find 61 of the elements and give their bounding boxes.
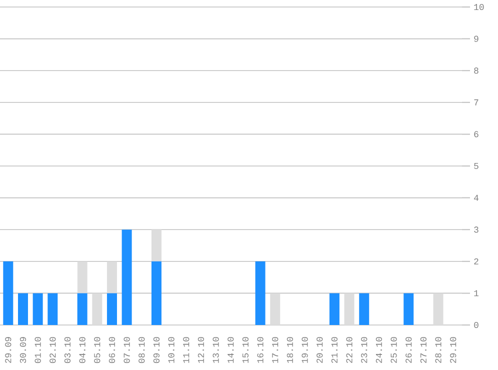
x-tick-label: 12.10 (198, 337, 204, 363)
bar (18, 293, 28, 325)
x-tick-label: 27.10 (420, 337, 427, 363)
y-tick-label: 2 (474, 258, 478, 264)
bar (106, 293, 117, 325)
x-tick-label: 18.10 (286, 337, 294, 363)
x-tick-label: 06.10 (108, 337, 116, 363)
x-tick-label: 16.10 (257, 337, 264, 363)
bar (48, 293, 58, 325)
x-tick-label: 02.10 (50, 337, 56, 363)
y-tick-label: 9 (474, 36, 478, 42)
x-tick-label: 01.10 (34, 337, 41, 363)
x-tick-label: 08.10 (138, 337, 145, 363)
x-tick-label: 24.10 (376, 337, 382, 363)
x-tick-label: 10.10 (168, 337, 174, 363)
bar (151, 261, 162, 325)
x-tick-label: 20.10 (316, 337, 323, 363)
bar (329, 293, 340, 325)
x-tick-label: 04.10 (79, 337, 86, 363)
bar (344, 293, 354, 325)
y-tick-label: 1 (474, 290, 479, 296)
x-tick-label: 05.10 (94, 337, 100, 363)
x-tick-label: 09.10 (153, 337, 160, 363)
y-tick-label: 10 (474, 4, 484, 10)
y-tick-label: 0 (474, 322, 478, 328)
bar (92, 293, 102, 325)
bar (122, 230, 132, 325)
y-tick-label: 3 (474, 226, 478, 233)
bar (32, 293, 43, 325)
bar (106, 261, 117, 294)
x-tick-label: 30.09 (20, 337, 26, 363)
bar (77, 261, 88, 294)
y-tick-label: 7 (474, 99, 478, 106)
x-tick-label: 19.10 (302, 337, 308, 363)
x-tick-label: 29.10 (450, 337, 456, 363)
y-tick-label: 6 (474, 131, 478, 138)
x-tick-label: 03.10 (64, 337, 71, 363)
x-tick-label: 11.10 (183, 337, 190, 363)
bar (433, 293, 444, 325)
bar (3, 261, 14, 325)
y-tick-label: 4 (474, 194, 478, 201)
x-tick-label: 26.10 (406, 337, 412, 363)
x-tick-label: 21.10 (331, 337, 338, 363)
bar (404, 293, 414, 325)
x-tick-label: 28.10 (435, 337, 442, 363)
bar (151, 230, 162, 262)
x-tick-label: 17.10 (272, 337, 278, 363)
x-tick-label: 14.10 (228, 337, 234, 363)
bar (77, 293, 88, 325)
x-tick-label: 29.09 (5, 337, 12, 363)
x-tick-label: 23.10 (361, 337, 368, 363)
bar (255, 261, 266, 325)
y-tick-label: 5 (474, 162, 478, 170)
x-tick-label: 13.10 (212, 337, 219, 363)
x-tick-label: 22.10 (346, 337, 352, 363)
x-tick-label: 25.10 (390, 337, 397, 363)
x-tick-label: 07.10 (124, 337, 130, 363)
x-tick-label: 15.10 (242, 337, 249, 363)
bar (359, 293, 370, 325)
y-tick-label: 8 (474, 68, 478, 74)
bar (270, 293, 280, 325)
